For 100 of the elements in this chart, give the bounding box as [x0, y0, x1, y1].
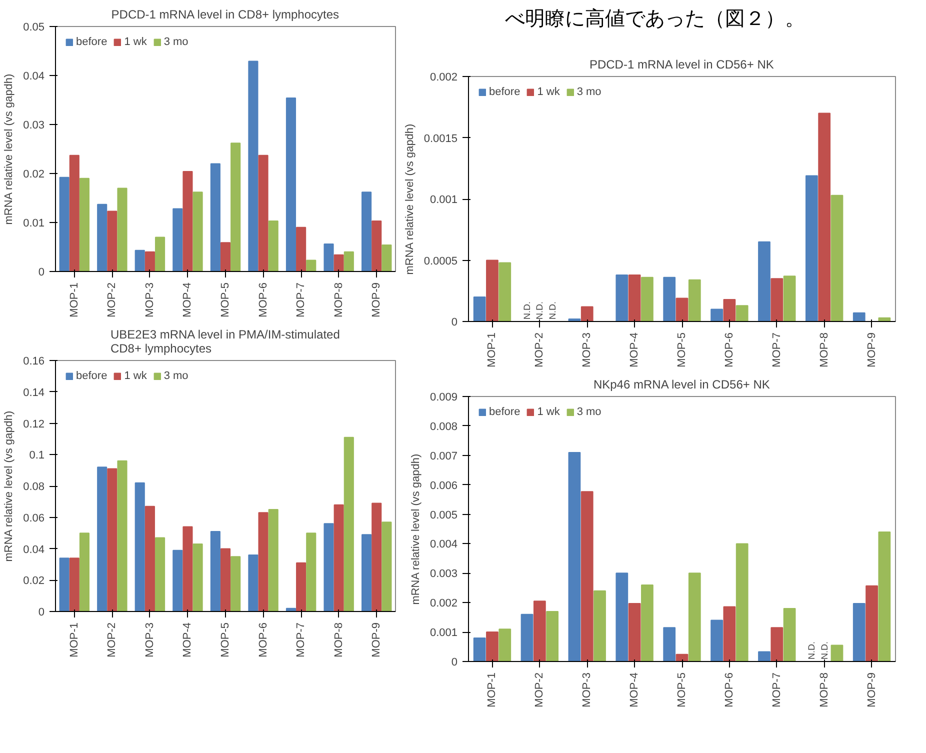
bar — [723, 298, 736, 322]
bar — [818, 112, 831, 322]
bar — [286, 98, 296, 272]
x-tick-label: MOP-3 — [144, 622, 156, 658]
legend-label: 3 mo — [164, 370, 188, 382]
legend-label: before — [489, 406, 520, 418]
x-tick-label: MOP-5 — [676, 332, 688, 368]
x-tick-label: MOP-7 — [770, 672, 783, 708]
bar — [878, 531, 891, 662]
x-tick-label: MOP-8 — [332, 282, 345, 318]
bar — [546, 610, 559, 662]
x-tick-label: MOP-6 — [723, 672, 736, 708]
y-tick-label: 0.12 — [23, 418, 45, 430]
y-tick-label: 0.007 — [430, 450, 458, 462]
bar — [710, 308, 723, 322]
x-tick-label: MOP-6 — [723, 332, 736, 368]
y-tick-label: 0.02 — [23, 168, 45, 180]
bar — [736, 543, 748, 662]
annotation: N.D. — [522, 302, 532, 320]
y-tick-label: 0.01 — [23, 218, 45, 230]
bar — [258, 512, 268, 612]
bar — [97, 466, 108, 612]
x-tick-label: MOP-2 — [534, 672, 546, 708]
x-tick-label: MOP-7 — [295, 622, 308, 658]
bar — [182, 171, 193, 272]
chart-title: PDCD-1 mRNA level in CD56+ NK — [589, 58, 774, 72]
bar — [210, 163, 220, 272]
bar — [580, 491, 594, 662]
bar — [382, 244, 392, 272]
x-tick-label: MOP-3 — [581, 332, 594, 368]
bar — [248, 60, 258, 272]
bar — [324, 244, 334, 272]
x-tick-label: MOP-4 — [628, 672, 641, 708]
y-tick-label: 0.16 — [23, 356, 45, 368]
y-tick-label: 0.05 — [23, 22, 45, 34]
y-tick-label: 0.005 — [430, 509, 458, 522]
bar — [758, 241, 770, 322]
y-tick-label: 0 — [451, 656, 458, 668]
y-tick-label: 0.0005 — [424, 255, 458, 268]
x-tick-label: MOP-9 — [370, 282, 383, 318]
legend-label: before — [489, 86, 520, 98]
bar — [220, 548, 231, 612]
bar — [192, 192, 203, 272]
bar — [344, 436, 354, 612]
bar — [172, 550, 183, 612]
bar — [628, 602, 641, 662]
bar — [79, 532, 90, 612]
bar — [520, 614, 534, 662]
bar — [230, 142, 241, 272]
bar — [568, 452, 581, 662]
x-tick-label: MOP-6 — [257, 622, 270, 658]
bar — [758, 651, 770, 662]
bar — [79, 178, 90, 272]
y-tick-label: 0.08 — [23, 481, 45, 493]
bar — [230, 556, 241, 612]
bar — [134, 250, 145, 272]
bar — [296, 562, 306, 612]
bar — [334, 254, 344, 272]
x-tick-label: MOP-1 — [68, 622, 80, 658]
x-tick-label: MOP-9 — [866, 332, 878, 368]
bar — [830, 644, 844, 662]
bar — [382, 522, 392, 612]
bar — [616, 572, 628, 662]
bar — [486, 260, 498, 322]
bar — [866, 585, 878, 662]
x-tick-label: MOP-4 — [182, 622, 194, 658]
bar — [192, 544, 203, 612]
x-tick-label: MOP-2 — [534, 332, 546, 368]
bar — [220, 242, 231, 272]
bar — [306, 260, 316, 272]
bar — [852, 312, 866, 322]
x-tick-label: MOP-7 — [295, 282, 308, 318]
bar — [594, 590, 606, 662]
bar — [248, 554, 258, 612]
bar — [324, 523, 334, 612]
y-tick-label: 0.06 — [23, 512, 45, 524]
bar — [362, 192, 372, 272]
x-tick-label: MOP-4 — [628, 332, 641, 368]
x-tick-label: MOP-5 — [220, 282, 232, 318]
x-tick-label: MOP-2 — [106, 622, 118, 658]
y-tick-label: 0.001 — [430, 627, 458, 640]
x-tick-label: MOP-2 — [106, 282, 118, 318]
bar — [628, 274, 641, 322]
x-tick-label: MOP-9 — [370, 622, 383, 658]
bar — [688, 279, 701, 322]
bar — [182, 526, 193, 612]
y-tick-label: 0.04 — [23, 544, 45, 556]
bar — [473, 637, 486, 662]
x-tick-label: MOP-3 — [581, 672, 594, 708]
x-tick-label: MOP-3 — [144, 282, 156, 318]
bar — [498, 262, 512, 322]
bar — [783, 608, 796, 662]
bar — [172, 208, 183, 272]
y-tick-label: 0.02 — [23, 575, 45, 588]
y-tick-label: 0.1 — [29, 450, 45, 462]
chart-title: NKp46 mRNA level in CD56+ NK — [593, 378, 770, 392]
bar — [486, 632, 498, 662]
y-axis-title: mRNA relative level (vs gapdh) — [3, 74, 16, 225]
y-tick-label: 0.0015 — [424, 132, 458, 145]
bar — [344, 251, 354, 272]
